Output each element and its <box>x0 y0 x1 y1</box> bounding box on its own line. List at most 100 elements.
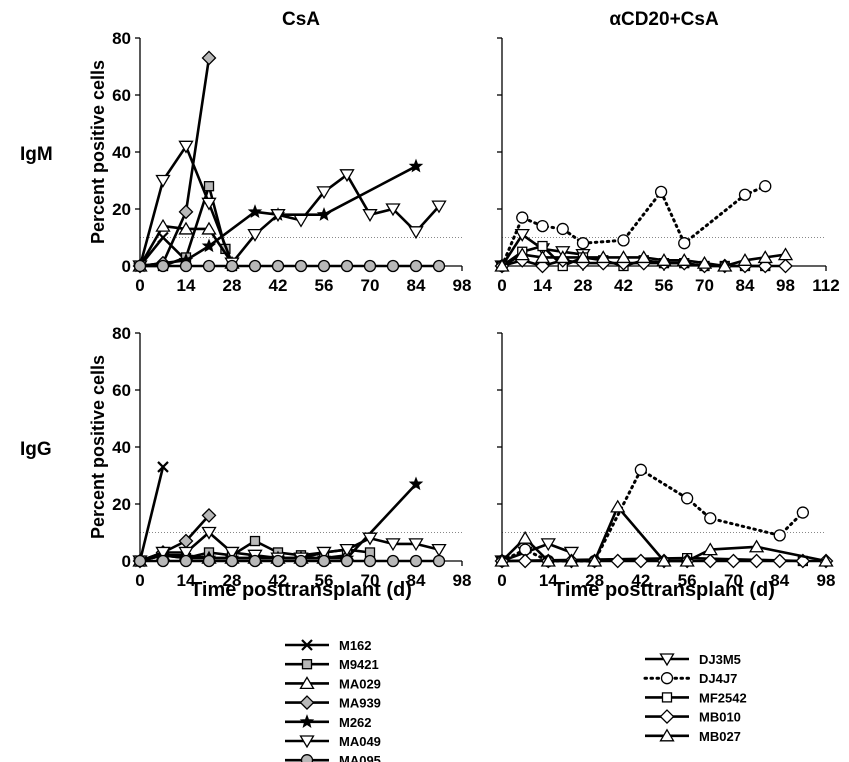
y-tick-label: 60 <box>112 381 131 400</box>
x-tick-label: 84 <box>407 276 426 295</box>
legend-label: DJ4J7 <box>699 671 737 686</box>
data-point <box>540 553 556 567</box>
data-point <box>155 546 171 560</box>
data-point <box>409 259 423 273</box>
data-point <box>575 250 591 264</box>
data-point <box>225 554 239 568</box>
data-point <box>680 492 694 505</box>
data-point <box>201 197 217 211</box>
legend-item: MB010 <box>645 709 741 725</box>
legend-marker <box>301 659 313 670</box>
series-line <box>138 466 165 562</box>
data-point <box>615 250 632 264</box>
data-point <box>225 259 239 273</box>
x-tick-label: 42 <box>269 571 288 590</box>
x-tick-label: 56 <box>315 276 334 295</box>
data-point <box>203 181 215 192</box>
data-point <box>179 259 193 273</box>
data-point <box>726 553 741 569</box>
series-MA095 <box>133 554 446 568</box>
panel-title: CsA <box>282 9 320 30</box>
legend-label: M262 <box>339 715 372 730</box>
data-point <box>178 204 194 220</box>
legend-item: MA049 <box>285 734 381 749</box>
data-point <box>610 553 626 569</box>
data-point <box>385 538 401 552</box>
data-point <box>516 211 529 224</box>
data-point <box>339 169 355 183</box>
data-point <box>540 538 556 552</box>
data-point <box>133 259 147 273</box>
data-point <box>518 543 532 556</box>
data-point <box>247 204 263 218</box>
data-point <box>157 461 169 473</box>
data-point <box>517 530 533 544</box>
data-point <box>294 259 308 273</box>
data-point <box>748 539 765 553</box>
x-tick-label: 14 <box>539 571 558 590</box>
x-tick-label: 0 <box>135 276 144 295</box>
legend-label: MA049 <box>339 734 381 749</box>
data-point <box>777 247 794 261</box>
legend-item: DJ4J7 <box>643 671 737 686</box>
data-point <box>271 259 285 273</box>
data-point <box>702 542 718 556</box>
data-point <box>339 543 355 557</box>
x-tick-label: 42 <box>269 276 288 295</box>
data-point <box>317 554 331 568</box>
data-point <box>249 535 261 547</box>
legend-label: MA939 <box>339 696 381 711</box>
x-tick-label: 84 <box>770 571 789 590</box>
data-point <box>363 554 377 568</box>
y-tick-label: 60 <box>112 86 131 105</box>
legend-marker <box>301 639 313 651</box>
y-tick-label: 20 <box>112 200 131 219</box>
data-point <box>362 209 378 222</box>
x-axis-label: Time posttransplant (d) <box>190 579 412 601</box>
x-tick-label: 14 <box>177 276 196 295</box>
x-tick-label: 98 <box>776 276 795 295</box>
series-DJ4J7 <box>495 180 772 273</box>
legend-marker <box>299 695 315 711</box>
data-point <box>494 258 510 272</box>
data-point <box>133 554 147 568</box>
legend-label: M162 <box>339 638 372 653</box>
data-point <box>636 250 652 264</box>
legend-label: MB027 <box>699 729 741 744</box>
x-tick-label: 14 <box>177 571 196 590</box>
x-tick-label: 112 <box>812 276 839 295</box>
data-point <box>772 553 788 569</box>
data-point <box>202 554 216 568</box>
legend-label: MA029 <box>339 676 381 691</box>
data-point <box>431 200 447 214</box>
legend-left: M162 M9421 MA029 MA939 M262 MA049 MA095 <box>285 638 381 762</box>
data-point <box>678 237 691 250</box>
panel-3: 0 20 40 60 80 0 14 28 42 56 70 84 98 Time posttranspl… <box>20 324 471 601</box>
data-point <box>178 221 194 235</box>
legend-marker <box>299 735 315 749</box>
x-tick-label: 70 <box>361 276 380 295</box>
data-point <box>248 259 262 273</box>
series-MA095 <box>133 259 446 273</box>
data-point <box>201 50 217 66</box>
x-tick-label: 98 <box>453 571 472 590</box>
data-point <box>679 553 695 567</box>
data-point <box>178 546 194 560</box>
data-point <box>316 186 332 200</box>
data-point <box>634 463 648 476</box>
legend-label: MB010 <box>699 710 741 725</box>
data-point <box>617 234 630 247</box>
x-tick-label: 70 <box>724 571 743 590</box>
x-tick-label: 28 <box>223 571 242 590</box>
x-axis-label: Time posttransplant (d) <box>553 579 775 601</box>
data-point <box>340 554 354 568</box>
panel-1: 0 20 40 60 80 0 14 28 42 56 70 84 98 CsA Percent posit… <box>20 9 471 295</box>
legend-marker <box>659 728 675 742</box>
data-point <box>696 255 713 269</box>
data-point <box>201 221 217 235</box>
x-tick-label: 42 <box>614 276 633 295</box>
data-point <box>514 247 530 261</box>
x-tick-label: 70 <box>695 276 714 295</box>
data-point <box>248 554 262 568</box>
